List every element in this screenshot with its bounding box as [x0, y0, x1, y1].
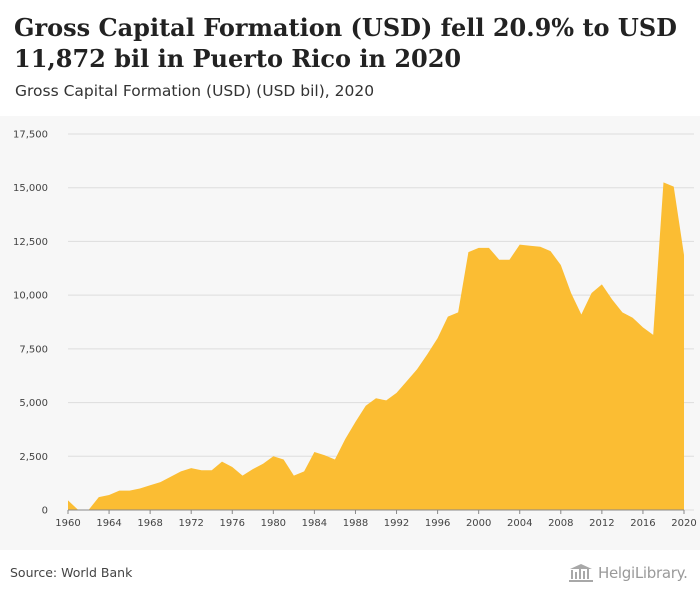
data-point-1989: [365, 405, 367, 407]
data-point-1960: [67, 499, 69, 501]
x-tick-label: 1972: [178, 518, 203, 529]
area-chart: 0 2,500 5,000 7,500 10,000 12,500 15,000 17,500…: [13, 130, 697, 530]
data-point-1987: [344, 438, 346, 440]
y-tick-label: 15,000: [13, 183, 48, 194]
data-point-1975: [221, 460, 223, 462]
x-tick-label: 1968: [137, 518, 162, 529]
x-tick-label: 2008: [548, 518, 573, 529]
x-tick-label: 1976: [220, 518, 245, 529]
data-point-1990: [375, 397, 377, 399]
source-note: Source: World Bank: [10, 565, 133, 580]
data-point-2005: [529, 245, 531, 247]
data-point-1991: [385, 399, 387, 401]
data-point-1980: [272, 455, 274, 457]
x-tick-label: 2020: [671, 518, 696, 529]
data-point-1996: [436, 337, 438, 339]
data-point-2017: [652, 334, 654, 336]
data-point-2007: [549, 250, 551, 252]
data-point-2014: [621, 311, 623, 313]
helgi-library-logo[interactable]: HelgiLibrary.: [568, 562, 692, 584]
data-point-2008: [560, 264, 562, 266]
y-tick-label: 10,000: [13, 291, 48, 302]
x-tick-label: 1980: [261, 518, 286, 529]
data-point-1977: [241, 474, 243, 476]
data-point-2016: [642, 326, 644, 328]
data-point-1984: [313, 451, 315, 453]
data-point-1994: [416, 368, 418, 370]
data-point-1963: [98, 496, 100, 498]
y-tick-label: 2,500: [19, 452, 48, 463]
x-tick-label: 2012: [589, 518, 614, 529]
data-point-2020: [683, 254, 685, 256]
x-tick-label: 1992: [384, 518, 409, 529]
data-point-1967: [139, 487, 141, 489]
x-tick-label: 2000: [466, 518, 491, 529]
data-point-1993: [406, 380, 408, 382]
data-point-2001: [488, 247, 490, 249]
data-point-1969: [159, 481, 161, 483]
data-point-1985: [323, 454, 325, 456]
chart-area: 0 2,500 5,000 7,500 10,000 12,500 15,000 17,500…: [0, 116, 700, 550]
x-tick-label: 2004: [507, 518, 532, 529]
data-point-1979: [262, 463, 264, 465]
data-point-1970: [169, 476, 171, 478]
data-point-2000: [477, 247, 479, 249]
data-point-2012: [601, 283, 603, 285]
logo-text: HelgiLibrary.: [598, 564, 688, 582]
data-point-1998: [457, 311, 459, 313]
y-tick-label: 0: [42, 506, 48, 517]
data-point-1966: [128, 489, 130, 491]
x-tick-label: 1960: [55, 518, 80, 529]
data-point-1997: [447, 315, 449, 317]
data-point-1981: [282, 458, 284, 460]
data-point-1978: [252, 468, 254, 470]
data-point-1992: [395, 392, 397, 394]
data-point-1983: [303, 470, 305, 472]
library-building-icon: [569, 564, 593, 582]
data-point-1995: [426, 353, 428, 355]
y-axis: 0 2,500 5,000 7,500 10,000 12,500 15,000 17,500: [13, 130, 48, 517]
data-point-2019: [673, 185, 675, 187]
data-point-2010: [580, 313, 582, 315]
data-point-1965: [118, 489, 120, 491]
x-axis: 1960 1964 1968 1972 1976 1980 1984 1988 1992 1996…: [55, 509, 697, 529]
x-tick-label: 1996: [425, 518, 450, 529]
x-tick-label: 2016: [630, 518, 655, 529]
x-tick-label: 1964: [96, 518, 121, 529]
data-point-1968: [149, 484, 151, 486]
y-tick-label: 5,000: [19, 398, 48, 409]
data-point-1982: [293, 474, 295, 476]
data-point-2018: [662, 181, 664, 183]
data-point-1976: [231, 466, 233, 468]
data-point-2009: [570, 292, 572, 294]
data-point-1973: [200, 469, 202, 471]
series-area-layer: [67, 181, 685, 510]
series-area: [68, 182, 684, 510]
chart-subtitle: Gross Capital Formation (USD) (USD bil),…: [15, 82, 375, 100]
data-point-2004: [519, 243, 521, 245]
x-tick-label: 1988: [343, 518, 368, 529]
data-point-1986: [334, 458, 336, 460]
y-tick-label: 7,500: [19, 344, 48, 355]
y-tick-label: 12,500: [13, 237, 48, 248]
chart-title: Gross Capital Formation (USD) fell 20.9%…: [14, 13, 677, 73]
data-point-1972: [190, 467, 192, 469]
x-tick-label: 1984: [302, 518, 327, 529]
data-point-2011: [590, 292, 592, 294]
y-tick-label: 17,500: [13, 130, 48, 141]
data-point-1974: [211, 469, 213, 471]
data-point-2003: [508, 258, 510, 260]
chart-header: Gross Capital Formation (USD) fell 20.9%…: [0, 0, 700, 116]
data-point-2002: [498, 258, 500, 260]
data-point-1971: [180, 470, 182, 472]
data-point-1964: [108, 494, 110, 496]
data-point-2006: [539, 246, 541, 248]
data-point-2013: [611, 298, 613, 300]
data-point-1988: [354, 421, 356, 423]
data-point-2015: [631, 317, 633, 319]
data-point-1999: [467, 251, 469, 253]
